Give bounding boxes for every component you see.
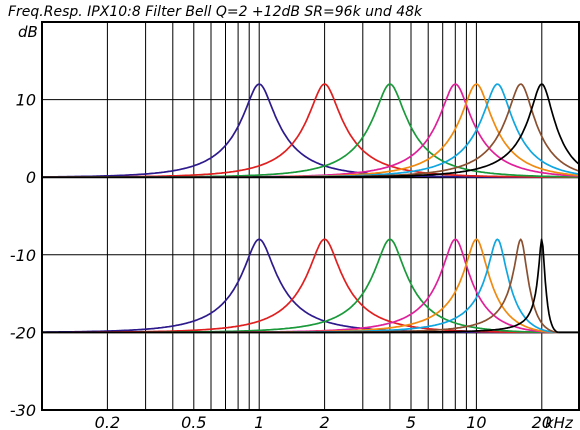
series-line-96k-1khz (42, 83, 580, 179)
y-tick-label: -20 (10, 323, 36, 342)
series-line-48k-20khz (42, 238, 560, 334)
x-tick-label: 0.2 (95, 413, 120, 430)
x-tick-label: 5 (406, 413, 416, 430)
series-line-96k-8khz (42, 83, 580, 179)
x-tick-label: 20 (532, 413, 552, 430)
series-layer (42, 83, 580, 334)
tick-labels: 0.2 0.5 1 2 5 10 20 10 0 -10 -20 -30 (10, 91, 552, 430)
x-tick-label: 2 (320, 413, 330, 430)
chart-title: Freq.Resp. IPX10:8 Filter Bell Q=2 +12dB… (8, 4, 423, 20)
y-tick-label: 0 (26, 168, 36, 187)
y-tick-label: 10 (16, 91, 36, 110)
x-tick-label: 0.5 (181, 413, 206, 430)
plot-frame (41, 21, 580, 411)
series-line-96k-20khz (42, 83, 580, 179)
plot-border (41, 21, 580, 411)
y-tick-label: -10 (10, 246, 36, 265)
y-tick-label: -30 (10, 401, 36, 420)
series-line-96k-2khz (42, 83, 580, 178)
series-line-96k-4khz (42, 83, 580, 179)
series-line-96k-10khz (42, 83, 580, 179)
x-axis-unit-label: kHz (545, 414, 574, 430)
x-tick-label: 10 (466, 413, 486, 430)
x-tick-label: 1 (254, 413, 264, 430)
series-line-96k-12.5khz (42, 83, 580, 179)
series-line-96k-16khz (42, 83, 580, 179)
grid (42, 21, 580, 411)
y-axis-unit-label: dB (18, 23, 38, 41)
